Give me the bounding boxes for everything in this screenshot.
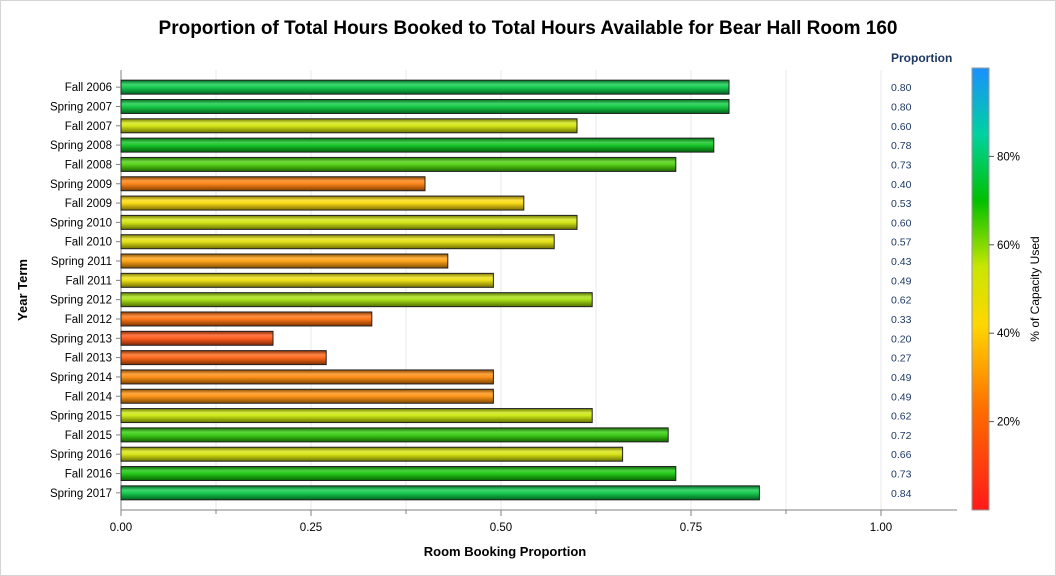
category-label: Spring 2008 xyxy=(50,140,112,152)
category-label: Spring 2007 xyxy=(50,101,112,113)
category-label: Fall 2012 xyxy=(65,314,112,326)
category-label: Fall 2006 xyxy=(65,82,112,94)
color-legend-label: % of Capacity Used xyxy=(1028,236,1042,341)
color-legend-tick-label: 20% xyxy=(997,417,1020,429)
value-label: 0.78 xyxy=(891,140,912,152)
value-label: 0.43 xyxy=(891,256,912,268)
x-tick-label: 1.00 xyxy=(870,522,892,534)
category-label: Fall 2010 xyxy=(65,237,112,249)
category-label: Fall 2008 xyxy=(65,159,112,171)
bar xyxy=(120,330,274,346)
color-legend-tick-label: 40% xyxy=(997,328,1020,340)
value-label: 0.73 xyxy=(891,469,912,481)
value-label: 0.20 xyxy=(891,333,912,345)
value-label: 0.66 xyxy=(891,449,912,461)
category-label: Spring 2010 xyxy=(50,217,112,229)
x-tick-label: 0.50 xyxy=(490,522,512,534)
category-label: Fall 2016 xyxy=(65,469,112,481)
value-label: 0.80 xyxy=(891,101,912,113)
bar xyxy=(120,253,449,269)
value-label: 0.73 xyxy=(891,159,912,171)
bar xyxy=(120,427,669,443)
category-label: Spring 2016 xyxy=(50,449,112,461)
color-legend-tick-label: 80% xyxy=(997,151,1020,163)
value-label: 0.33 xyxy=(891,314,912,326)
bar xyxy=(120,156,677,172)
category-label: Fall 2007 xyxy=(65,121,112,133)
bar xyxy=(120,485,760,501)
value-label: 0.60 xyxy=(891,121,912,133)
value-label: 0.72 xyxy=(891,430,912,442)
value-label: 0.49 xyxy=(891,275,912,287)
category-label: Spring 2012 xyxy=(50,295,112,307)
color-legend-bar xyxy=(971,67,990,511)
bars xyxy=(120,79,760,501)
x-tick-label: 0.75 xyxy=(680,522,702,534)
value-label: 0.40 xyxy=(891,179,912,191)
category-label: Spring 2017 xyxy=(50,488,112,500)
category-label: Spring 2011 xyxy=(51,256,112,268)
color-legend: 20% 40% 60% 80% xyxy=(971,67,1020,511)
bar xyxy=(120,369,494,385)
x-tick-labels: 0.00 0.25 0.50 0.75 1.00 xyxy=(110,522,892,534)
bar xyxy=(120,118,578,134)
bar xyxy=(120,98,730,114)
value-label: 0.49 xyxy=(891,391,912,403)
x-axis-label: Room Booking Proportion xyxy=(424,544,587,559)
value-label: 0.53 xyxy=(891,198,912,210)
category-label: Spring 2009 xyxy=(50,179,112,191)
bar xyxy=(120,176,426,192)
y-axis-label: Year Term xyxy=(15,259,30,321)
value-label: 0.62 xyxy=(891,295,912,307)
chart-title: Proportion of Total Hours Booked to Tota… xyxy=(159,18,898,39)
value-label: 0.60 xyxy=(891,217,912,229)
category-label: Fall 2014 xyxy=(65,391,113,403)
category-label: Spring 2014 xyxy=(50,372,113,384)
value-label: 0.27 xyxy=(891,353,912,365)
bar xyxy=(120,195,525,211)
x-tick-label: 0.00 xyxy=(110,522,132,534)
value-label: 0.84 xyxy=(891,488,912,500)
category-label: Fall 2009 xyxy=(65,198,112,210)
category-label: Fall 2015 xyxy=(65,430,112,442)
bar xyxy=(120,137,715,153)
category-label: Fall 2013 xyxy=(65,353,112,365)
color-legend-tick-label: 60% xyxy=(997,240,1020,252)
bar xyxy=(120,234,555,250)
category-labels: Fall 2006 Spring 2007 Fall 2007 Spring 2008… xyxy=(50,82,121,500)
value-label: 0.62 xyxy=(891,411,912,423)
value-label: 0.80 xyxy=(891,82,912,94)
value-label: 0.49 xyxy=(891,372,912,384)
category-label: Fall 2011 xyxy=(66,275,112,287)
value-labels: 0.80 0.80 0.60 0.78 0.73 0.40 0.53 0.60 0.57 0.43… xyxy=(891,82,912,500)
value-label: 0.57 xyxy=(891,237,912,249)
category-label: Spring 2013 xyxy=(50,333,112,345)
bar xyxy=(120,446,624,462)
bar xyxy=(120,292,593,308)
x-tick-label: 0.25 xyxy=(300,522,322,534)
bar xyxy=(120,408,593,424)
bar xyxy=(120,388,494,404)
category-label: Spring 2015 xyxy=(50,411,112,423)
bar xyxy=(120,79,730,95)
grid-lines xyxy=(215,70,882,510)
bar xyxy=(120,214,578,230)
bar xyxy=(120,272,494,288)
value-column-header: Proportion xyxy=(891,51,952,65)
bar xyxy=(120,311,373,327)
bar xyxy=(120,466,677,482)
bar xyxy=(120,350,327,366)
